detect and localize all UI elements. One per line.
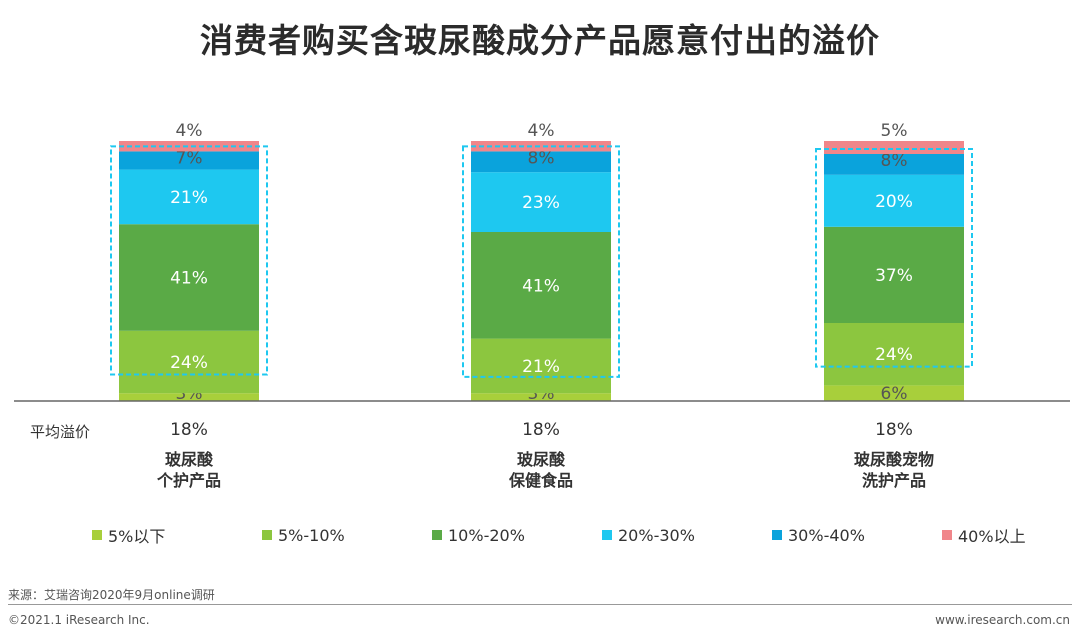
legend-item: 30%-40% <box>772 523 942 547</box>
legend-item: 10%-20% <box>432 523 602 547</box>
highlight-box <box>815 148 973 368</box>
legend-swatch <box>942 530 952 540</box>
bar-segment <box>471 393 611 401</box>
bar-segment <box>119 393 259 401</box>
chart-title: 消费者购买含玻尿酸成分产品愿意付出的溢价 <box>200 21 880 60</box>
bar-segment <box>119 169 259 225</box>
stacked-bar-chart: 3%24%41%21%7%4%3%21%41%23%8%4%6%24%37%20… <box>14 121 1070 404</box>
category-label-line: 玻尿酸 <box>164 450 213 469</box>
bar-segment <box>119 330 259 394</box>
legend-label: 20%-30% <box>618 525 695 545</box>
bar-segment <box>824 141 964 154</box>
legend-swatch <box>92 530 102 540</box>
legend-label: 10%-20% <box>448 525 525 545</box>
category-label-line: 洗护产品 <box>861 471 926 490</box>
data-label: 20% <box>875 192 913 212</box>
data-label: 37% <box>875 266 913 286</box>
bar-segment <box>471 141 611 152</box>
bar-segment <box>824 226 964 323</box>
footer-divider <box>8 604 1072 605</box>
legend-label: 30%-40% <box>788 525 865 545</box>
category-label-line: 个护产品 <box>156 471 221 490</box>
category-label: 玻尿酸 个护产品 <box>89 449 289 491</box>
average-premium-value: 18% <box>170 420 208 440</box>
category-label-line: 保健食品 <box>508 471 573 490</box>
legend-label: 40%以上 <box>958 527 1026 546</box>
bar-segment <box>119 141 259 152</box>
legend-item: 40%以上 <box>942 523 1080 547</box>
website: www.iresearch.com.cn <box>935 613 1070 627</box>
category-label: 玻尿酸宠物 洗护产品 <box>794 449 994 491</box>
legend-label: 5%以下 <box>108 527 166 546</box>
data-label: 7% <box>176 148 203 168</box>
category-label: 玻尿酸 保健食品 <box>441 449 641 491</box>
data-label: 8% <box>528 148 555 168</box>
legend-swatch <box>262 530 272 540</box>
data-label: 21% <box>170 188 208 208</box>
data-label: 5% <box>881 121 908 141</box>
data-label: 41% <box>522 276 560 296</box>
highlight-box <box>462 145 620 378</box>
legend-swatch <box>772 530 782 540</box>
data-label: 6% <box>881 384 908 404</box>
legend-swatch <box>602 530 612 540</box>
data-label: 24% <box>875 345 913 365</box>
copyright: ©2021.1 iResearch Inc. <box>8 613 150 627</box>
bar-segment <box>824 154 964 175</box>
legend-label: 5%-10% <box>278 525 345 545</box>
bar-segment <box>119 224 259 331</box>
data-label: 21% <box>522 357 560 377</box>
bar-segment <box>824 385 964 401</box>
data-label: 4% <box>176 121 203 141</box>
average-premium-value: 18% <box>875 420 913 440</box>
legend-item: 20%-30% <box>602 523 772 547</box>
bar-segment <box>471 338 611 394</box>
average-premium-label: 平均溢价 <box>30 423 91 441</box>
data-label: 4% <box>528 121 555 141</box>
bar-segment <box>471 151 611 173</box>
legend: 5%以下 5%-10% 10%-20% 20%-30% 30%-40% 40%以上 <box>92 523 1080 547</box>
data-label: 24% <box>170 353 208 373</box>
data-label: 23% <box>522 193 560 213</box>
bar-segment <box>471 232 611 339</box>
bar-segment <box>119 151 259 170</box>
legend-item: 5%以下 <box>92 523 262 547</box>
legend-item: 5%-10% <box>262 523 432 547</box>
average-premium-value: 18% <box>522 420 560 440</box>
bar-segment <box>824 174 964 227</box>
bar-segment <box>471 172 611 232</box>
legend-swatch <box>432 530 442 540</box>
data-label: 8% <box>881 151 908 171</box>
data-label: 41% <box>170 269 208 289</box>
category-label-line: 玻尿酸宠物 <box>853 450 934 469</box>
source-note: 来源：艾瑞咨询2020年9月online调研 <box>8 588 215 602</box>
category-label-line: 玻尿酸 <box>516 450 565 469</box>
bar-segment <box>824 323 964 386</box>
